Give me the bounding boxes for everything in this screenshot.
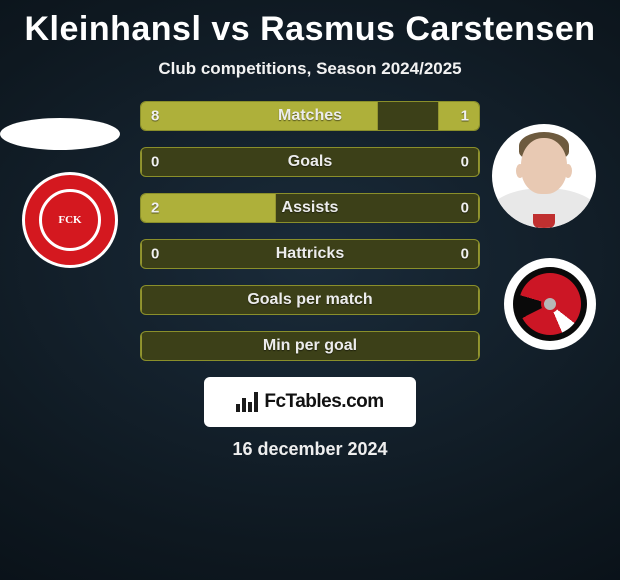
stat-label: Goals — [141, 153, 479, 171]
icon-bar — [254, 392, 258, 412]
stat-value-right: 0 — [461, 246, 469, 263]
left-player-avatar — [0, 118, 120, 150]
avatar-ear-left — [516, 164, 524, 178]
left-club-monogram: FCK — [58, 215, 81, 226]
attribution-badge: FcTables.com — [204, 377, 416, 427]
stat-fill-right — [478, 194, 479, 222]
hurricane-eye — [541, 295, 559, 313]
bar-chart-icon — [236, 392, 258, 412]
attribution-text: FcTables.com — [264, 391, 383, 413]
stat-row-assists: 20Assists — [140, 193, 480, 223]
stat-row-min-per-goal: Min per goal — [140, 331, 480, 361]
stat-label: Min per goal — [141, 337, 479, 355]
stat-row-hattricks: 0 0Hattricks — [140, 239, 480, 269]
stat-fill-right — [478, 240, 479, 268]
stat-row-goals: 0 0Goals — [140, 147, 480, 177]
stat-value-left: 0 — [151, 154, 159, 171]
stat-fill-right — [438, 102, 479, 130]
stat-fill-left — [141, 194, 276, 222]
stat-row-matches: 81Matches — [140, 101, 480, 131]
stat-label: Goals per match — [141, 291, 479, 309]
stat-value-right: 0 — [461, 154, 469, 171]
page-title: Kleinhansl vs Rasmus Carstensen — [0, 10, 620, 49]
stat-fill-right — [478, 286, 479, 314]
stat-label: Hattricks — [141, 245, 479, 263]
stat-fill-right — [478, 332, 479, 360]
icon-bar — [248, 402, 252, 412]
stat-row-goals-per-match: Goals per match — [140, 285, 480, 315]
right-club-disc — [513, 267, 587, 341]
stat-fill-left — [141, 148, 142, 176]
stat-fill-left — [141, 286, 142, 314]
icon-bar — [242, 398, 246, 412]
stat-value-right: 0 — [461, 200, 469, 217]
stat-fill-left — [141, 240, 142, 268]
right-club-badge — [504, 258, 596, 350]
avatar-collar — [533, 214, 555, 228]
comparison-date: 16 december 2024 — [0, 439, 620, 460]
stat-fill-right — [478, 148, 479, 176]
stats-bars: 81Matches00Goals20Assists00HattricksGoal… — [140, 101, 480, 361]
left-club-badge-ring: FCK — [39, 189, 101, 251]
icon-bar — [236, 404, 240, 412]
avatar-head — [521, 138, 567, 194]
right-player-avatar — [492, 124, 596, 228]
content-root: Kleinhansl vs Rasmus Carstensen Club com… — [0, 0, 620, 580]
stat-fill-left — [141, 102, 378, 130]
page-subtitle: Club competitions, Season 2024/2025 — [0, 59, 620, 79]
stat-fill-left — [141, 332, 142, 360]
left-club-badge: FCK — [22, 172, 118, 268]
avatar-ear-right — [564, 164, 572, 178]
stat-value-left: 0 — [151, 246, 159, 263]
